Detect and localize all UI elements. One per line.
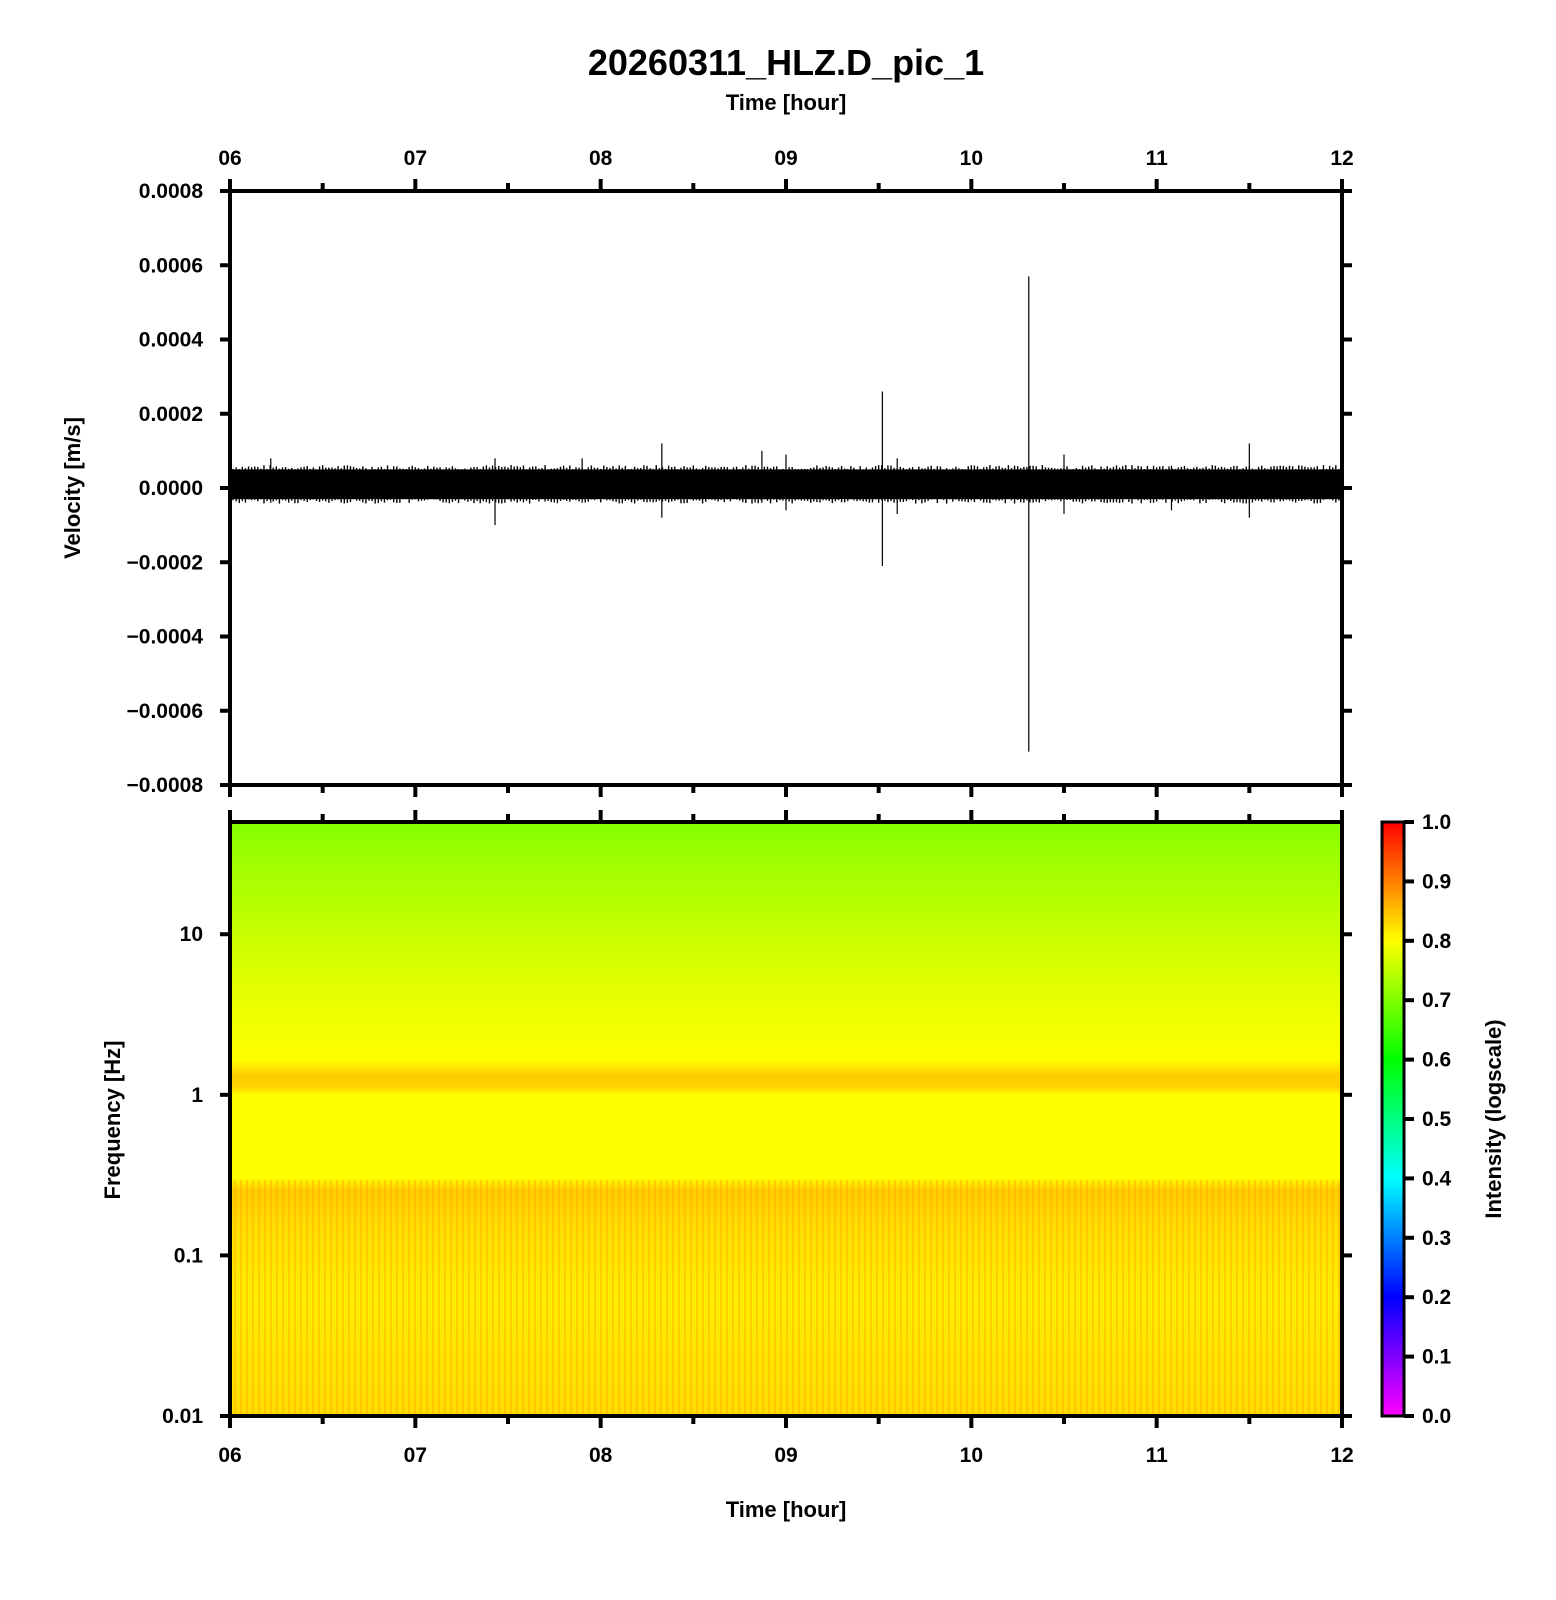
waveform-panel: 0.0008 0.0006 0.0004 0.0002 0.0000 −0.0002 −0.… — [60, 147, 1354, 797]
colorbar-tick-label: 0.6 — [1422, 1049, 1451, 1072]
top-x-tick-label: 11 — [1146, 147, 1169, 170]
spectrogram-ticks — [220, 810, 1352, 1428]
waveform-y-tick-label: −0.0004 — [127, 626, 204, 649]
top-x-tick-label: 10 — [960, 147, 983, 170]
spectrogram-y-tick-label: 0.1 — [174, 1244, 204, 1267]
top-x-tick-labels: 06 07 08 09 10 11 12 — [218, 147, 1353, 170]
spectrogram-y-tick-label: 1 — [191, 1084, 203, 1107]
bottom-x-tick-labels: 06 07 08 09 10 11 12 — [218, 1444, 1353, 1467]
waveform-y-tick-label: −0.0006 — [127, 700, 204, 723]
colorbar-tick-label: 0.7 — [1422, 989, 1451, 1012]
colorbar-tick-label: 0.0 — [1422, 1405, 1451, 1428]
spectrogram-y-tick-labels: 10 1 0.1 0.01 — [162, 923, 203, 1428]
colorbar-tick-label: 0.3 — [1422, 1227, 1451, 1250]
waveform-ticks — [220, 179, 1352, 797]
bottom-x-tick-label: 12 — [1330, 1444, 1353, 1467]
bottom-x-tick-label: 10 — [960, 1444, 983, 1467]
waveform-y-tick-label: 0.0004 — [139, 329, 204, 352]
colorbar-tick-label: 0.1 — [1422, 1346, 1452, 1369]
spectrogram-panel: 10 1 0.1 0.01 06 07 08 09 10 11 12 Frequency [Hz]… — [100, 810, 1354, 1522]
waveform-y-tick-labels: 0.0008 0.0006 0.0004 0.0002 0.0000 −0.0002 −0.… — [127, 180, 204, 797]
colorbar-tick-label: 0.5 — [1422, 1108, 1452, 1131]
bottom-x-tick-label: 09 — [774, 1444, 797, 1467]
colorbar-tick-label: 0.2 — [1422, 1286, 1451, 1309]
waveform-y-tick-label: 0.0006 — [139, 254, 203, 277]
waveform-y-tick-label: −0.0008 — [127, 774, 204, 797]
colorbar-tick-label: 0.9 — [1422, 870, 1451, 893]
top-x-tick-label: 12 — [1330, 147, 1353, 170]
top-x-tick-label: 06 — [218, 147, 241, 170]
bottom-x-axis-title: Time [hour] — [726, 1497, 847, 1522]
waveform-spikes — [229, 276, 1340, 752]
colorbar-ticks: 1.0 0.9 0.8 0.7 0.6 0.5 0.4 0.3 0.2 0.1 0.0 — [1404, 811, 1452, 1428]
waveform-y-axis-title: Velocity [m/s] — [60, 417, 85, 559]
bottom-x-tick-label: 08 — [589, 1444, 613, 1467]
spectrogram-y-tick-label: 10 — [180, 923, 203, 946]
colorbar-tick-label: 1.0 — [1422, 811, 1451, 834]
colorbar-label: Intensity (logscale) — [1481, 1019, 1506, 1218]
waveform-y-tick-label: 0.0002 — [139, 403, 203, 426]
waveform-y-tick-label: 0.0008 — [139, 180, 204, 203]
top-x-tick-label: 08 — [589, 147, 613, 170]
spectrogram-y-axis-title: Frequency [Hz] — [100, 1041, 125, 1200]
bottom-x-tick-label: 11 — [1146, 1444, 1169, 1467]
colorbar: 1.0 0.9 0.8 0.7 0.6 0.5 0.4 0.3 0.2 0.1 0.0 Intens… — [1380, 811, 1506, 1428]
chart-title: 20260311_HLZ.D_pic_1 — [588, 42, 984, 83]
spectrogram-y-tick-label: 0.01 — [162, 1405, 203, 1428]
top-x-tick-label: 07 — [404, 147, 427, 170]
bottom-x-tick-label: 07 — [404, 1444, 427, 1467]
spectrogram-low-frequency-striping — [231, 1180, 1342, 1414]
top-x-axis-title: Time [hour] — [726, 90, 847, 115]
waveform-y-tick-label: 0.0000 — [139, 477, 203, 500]
colorbar-tick-label: 0.8 — [1422, 930, 1452, 953]
bottom-x-tick-label: 06 — [218, 1444, 241, 1467]
colorbar-tick-label: 0.4 — [1422, 1167, 1452, 1190]
top-x-tick-label: 09 — [774, 147, 797, 170]
waveform-y-tick-label: −0.0002 — [127, 551, 204, 574]
colorbar-gradient — [1380, 820, 1406, 1418]
